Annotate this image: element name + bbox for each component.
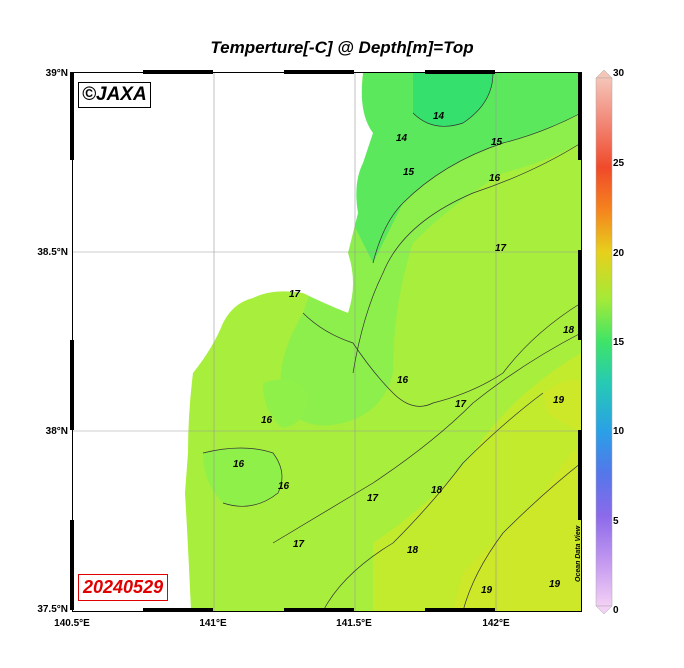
contour-label: 18 [563,325,575,336]
contour-label: 16 [261,415,273,426]
contour-label: 15 [403,167,415,178]
colorbar-top-cap [595,70,613,79]
map-svg: 14 14 15 15 16 17 17 18 19 16 17 16 16 1… [73,73,581,611]
contour-label: 17 [455,399,467,410]
contour-label: 18 [431,485,443,496]
contour-label: 16 [489,173,501,184]
x-tick-141: 141°E [199,618,227,629]
warm-patch-19 [543,379,581,433]
temperature-map: 14 14 15 15 16 17 17 18 19 16 17 16 16 1… [72,72,582,612]
cool-region-15 [353,73,581,263]
contour-label: 18 [407,545,419,556]
copyright-label: ©JAXA [78,82,151,108]
colorbar-label-0: 0 [613,605,619,616]
contour-label: 19 [549,579,561,590]
contour-label: 16 [397,375,409,386]
watermark-text: Ocean Data View [575,525,582,582]
colorbar-gradient [595,77,613,607]
contour-label: 14 [433,111,445,122]
contour-label: 16 [278,481,290,492]
contour-label: 17 [495,243,507,254]
y-tick-38-5: 38.5°N [37,247,68,258]
contour-label: 17 [289,289,301,300]
colorbar [595,70,613,614]
colorbar-label-20: 20 [613,248,625,259]
contour-label: 17 [293,539,305,550]
contour-label: 19 [553,395,565,406]
colorbar-label-25: 25 [613,158,625,169]
y-tick-39: 39°N [45,68,68,79]
colorbar-label-10: 10 [613,426,625,437]
cool-patch-16b [263,379,308,428]
y-tick-37-5: 37.5°N [37,604,68,615]
cool-region-14 [413,73,493,127]
map-title: Temperture[-C] @ Depth[m]=Top [210,38,474,57]
colorbar-bottom-cap [595,605,613,614]
contour-label: 19 [481,585,493,596]
contour-lines [202,73,581,611]
contour-label: 14 [396,133,408,144]
contour-label: 17 [367,493,379,504]
colorbar-label-5: 5 [613,516,619,527]
colorbar-label-15: 15 [613,337,625,348]
contour-label: 15 [491,137,503,148]
x-tick-142: 142°E [482,618,510,629]
cool-patch-16 [203,448,282,507]
colorbar-label-30: 30 [613,68,625,79]
date-label: 20240529 [78,574,169,601]
x-tick-141-5: 141.5°E [336,618,372,629]
x-tick-140-5: 140.5°E [54,618,90,629]
land-honshu [73,73,373,611]
contour-label: 16 [233,459,245,470]
warm-region-19 [453,443,581,611]
y-tick-38: 38°N [45,426,68,437]
contour-label-group: 14 14 15 15 16 17 17 18 19 16 17 16 16 1… [233,111,575,596]
